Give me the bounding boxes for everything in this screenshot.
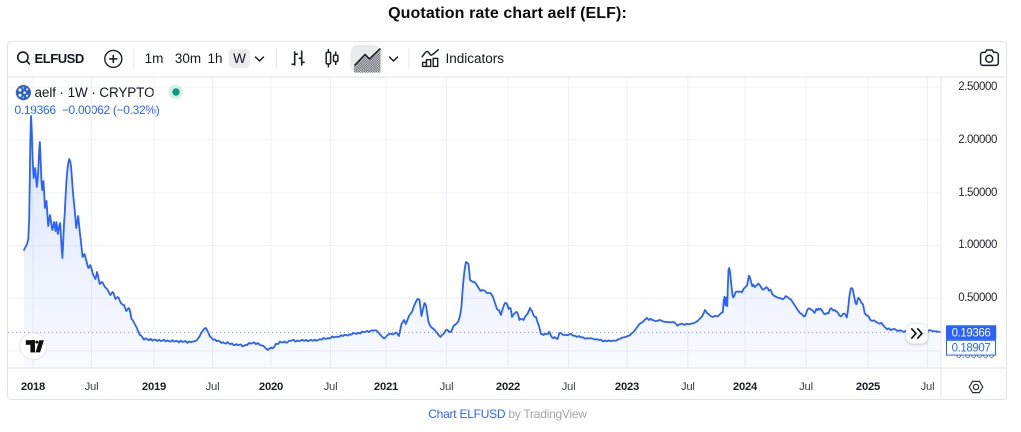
svg-text:0.19366: 0.19366 — [952, 327, 991, 339]
svg-text:0.18907: 0.18907 — [952, 342, 991, 354]
